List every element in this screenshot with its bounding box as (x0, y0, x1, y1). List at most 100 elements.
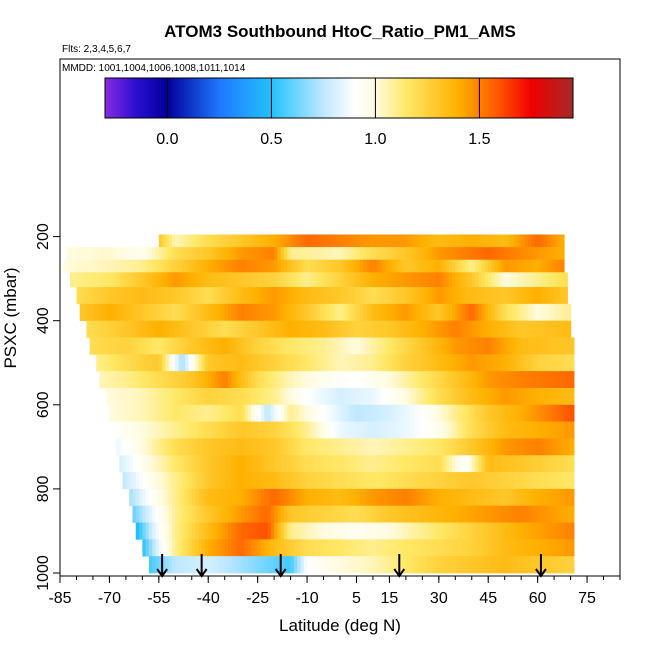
heatmap-cell (181, 556, 186, 574)
heatmap-cell (247, 303, 252, 321)
heatmap-cell (504, 303, 509, 321)
heatmap-cell (415, 272, 420, 288)
heatmap-cell (260, 472, 265, 490)
heatmap-cell (396, 272, 400, 288)
heatmap-cell (488, 556, 493, 574)
heatmap-cell (452, 404, 456, 422)
heatmap-cell (422, 354, 427, 372)
heatmap-cell (284, 472, 288, 490)
heatmap-cell (148, 354, 153, 372)
heatmap-cell (405, 320, 410, 338)
heatmap-cell (455, 303, 460, 321)
heatmap-cell (89, 272, 94, 288)
heatmap-cell (432, 455, 437, 473)
heatmap-cell (501, 472, 506, 490)
heatmap-cell (270, 505, 275, 523)
heatmap-cell (428, 247, 433, 261)
heatmap-cell (211, 259, 216, 273)
heatmap-cell (468, 472, 473, 490)
heatmap-cell (303, 455, 308, 473)
heatmap-cell (488, 259, 493, 273)
heatmap-cell (494, 354, 499, 372)
heatmap-cell (392, 234, 397, 248)
heatmap-cell (208, 320, 213, 338)
heatmap-cell (244, 387, 249, 406)
heatmap-cell (435, 404, 440, 422)
heatmap-cell (540, 320, 545, 338)
heatmap-cell (488, 522, 493, 540)
heatmap-cell (297, 337, 302, 355)
heatmap-cell (438, 337, 443, 355)
heatmap-cell (369, 320, 374, 338)
heatmap-cell (442, 421, 447, 439)
heatmap-cell (511, 421, 516, 439)
x-tick-label: 60 (529, 590, 547, 607)
heatmap-cell (419, 272, 423, 288)
heatmap-cell (494, 272, 499, 288)
heatmap-cell (465, 455, 470, 473)
heatmap-cell (435, 247, 440, 261)
heatmap-cell (564, 287, 568, 305)
heatmap-cell (145, 337, 150, 355)
colorbar (104, 77, 574, 119)
y-tick-label: 600 (35, 391, 52, 418)
heatmap-cell (162, 522, 167, 540)
heatmap-cell (310, 247, 315, 261)
x-tick-label: 15 (381, 590, 399, 607)
heatmap-cell (534, 371, 539, 389)
heatmap-cell (461, 404, 466, 422)
heatmap-cell (214, 539, 219, 557)
heatmap-cell (544, 438, 549, 456)
heatmap-cell (106, 371, 111, 389)
heatmap-cell (382, 387, 387, 406)
heatmap-cell (247, 488, 252, 507)
heatmap-cell (478, 354, 483, 372)
heatmap-cell (405, 488, 410, 507)
heatmap-cell (524, 303, 529, 321)
heatmap-cell (468, 556, 473, 574)
heatmap-cell (195, 472, 199, 490)
heatmap-cell (307, 247, 311, 261)
heatmap-cell (125, 387, 130, 406)
heatmap-cell (330, 421, 335, 439)
heatmap-cell (547, 371, 552, 389)
heatmap-cell (300, 404, 305, 422)
heatmap-cell (405, 472, 410, 490)
heatmap-cell (251, 272, 255, 288)
heatmap-cell (139, 455, 143, 473)
heatmap-cell (254, 371, 259, 389)
heatmap-cell (221, 234, 226, 248)
heatmap-cell (185, 472, 190, 490)
heatmap-cell (471, 455, 476, 473)
heatmap-cell (204, 354, 209, 372)
heatmap-cell (228, 259, 232, 273)
heatmap-cell (547, 522, 552, 540)
heatmap-cell (478, 472, 483, 490)
heatmap-cell (550, 488, 555, 507)
heatmap-cell (241, 421, 246, 439)
heatmap-cell (320, 404, 325, 422)
heatmap-cell (218, 371, 223, 389)
heatmap-cell (185, 234, 190, 248)
heatmap-cell (412, 354, 417, 372)
heatmap-cell (438, 287, 443, 305)
heatmap-cell (478, 404, 483, 422)
heatmap-cell (251, 522, 255, 540)
heatmap-cell (346, 387, 351, 406)
heatmap-cell (307, 387, 311, 406)
heatmap-cell (228, 438, 232, 456)
heatmap-cell (366, 337, 371, 355)
heatmap-cell (333, 455, 338, 473)
heatmap-cell (402, 438, 407, 456)
heatmap-cell (260, 488, 265, 507)
heatmap-cell (465, 247, 470, 261)
heatmap-cell (392, 522, 397, 540)
heatmap-cell (290, 337, 295, 355)
heatmap-cell (237, 556, 242, 574)
heatmap-cell (284, 455, 288, 473)
heatmap-cell (461, 421, 466, 439)
heatmap-cell (514, 247, 519, 261)
heatmap-cell (508, 287, 512, 305)
heatmap-cell (442, 354, 447, 372)
heatmap-cell (442, 472, 447, 490)
